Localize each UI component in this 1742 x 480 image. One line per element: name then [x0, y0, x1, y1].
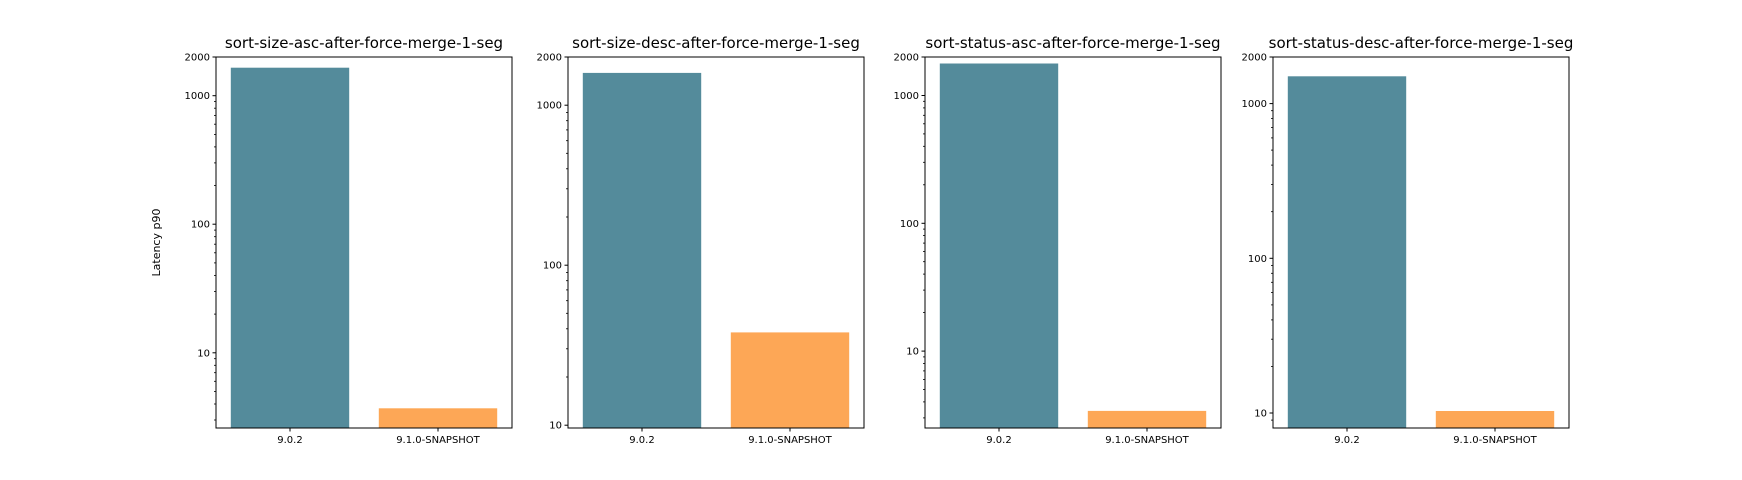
- chart-title: sort-status-asc-after-force-merge-1-seg: [925, 34, 1220, 52]
- y-tick-label: 1000: [1242, 99, 1267, 110]
- x-tick-label: 9.1.0-SNAPSHOT: [1453, 435, 1537, 446]
- y-tick-label: 100: [543, 261, 562, 272]
- bar-chart-svg: sort-size-desc-after-force-merge-1-seg 9.…: [537, 34, 865, 446]
- bar-9.1.0-SNAPSHOT: [730, 332, 850, 428]
- bar-9.1.0-SNAPSHOT: [378, 408, 498, 428]
- y-tick-label: 1000: [894, 91, 919, 102]
- y-tick-label: 2000: [1242, 53, 1267, 64]
- subplot-sort-status-asc: sort-status-asc-after-force-merge-1-seg 9…: [819, 30, 1239, 468]
- bar-9.0.2: [1287, 76, 1407, 429]
- axes-frame: [215, 56, 513, 429]
- subplot-sort-status-desc: sort-status-desc-after-force-merge-1-seg…: [1167, 30, 1587, 468]
- bar-9.1.0-SNAPSHOT: [1087, 410, 1207, 428]
- y-tick-label: 2000: [185, 53, 210, 64]
- y-tick-label: 2000: [537, 53, 562, 64]
- axes-frame: [924, 56, 1222, 429]
- y-tick-label: 100: [191, 220, 210, 231]
- y-tick-label: 2000: [894, 53, 919, 64]
- x-tick-label: 9.1.0-SNAPSHOT: [748, 435, 832, 446]
- bar-chart-svg: sort-status-desc-after-force-merge-1-seg…: [1242, 34, 1574, 446]
- chart-title: sort-size-asc-after-force-merge-1-seg: [225, 34, 503, 52]
- bar-chart-svg: sort-size-asc-after-force-merge-1-seg 9.0…: [150, 34, 513, 446]
- y-tick-label: 100: [900, 219, 919, 230]
- bar-9.1.0-SNAPSHOT: [1435, 411, 1555, 428]
- y-axis-label: Latency p90: [150, 209, 163, 277]
- y-tick-label: 1000: [537, 101, 562, 112]
- bar-9.0.2: [939, 63, 1059, 428]
- y-tick-label: 10: [906, 347, 919, 358]
- bar-chart-svg: sort-status-asc-after-force-merge-1-seg 9…: [894, 34, 1222, 446]
- y-tick-label: 10: [1254, 409, 1267, 420]
- axes-frame: [567, 56, 865, 429]
- y-tick-label: 1000: [185, 91, 210, 102]
- x-tick-label: 9.0.2: [986, 435, 1011, 446]
- chart-title: sort-status-desc-after-force-merge-1-seg: [1269, 34, 1574, 52]
- y-tick-label: 10: [197, 348, 210, 359]
- bar-9.0.2: [582, 72, 702, 429]
- chart-title: sort-size-desc-after-force-merge-1-seg: [572, 34, 860, 52]
- x-tick-label: 9.1.0-SNAPSHOT: [1105, 435, 1189, 446]
- y-tick-label: 100: [1248, 254, 1267, 265]
- x-tick-label: 9.1.0-SNAPSHOT: [396, 435, 480, 446]
- x-tick-label: 9.0.2: [629, 435, 654, 446]
- bar-9.0.2: [230, 67, 350, 428]
- y-tick-label: 10: [549, 421, 562, 432]
- x-tick-label: 9.0.2: [1334, 435, 1359, 446]
- axes-frame: [1272, 56, 1570, 429]
- subplot-sort-size-asc: sort-size-asc-after-force-merge-1-seg 9.0…: [110, 30, 530, 468]
- x-tick-label: 9.0.2: [277, 435, 302, 446]
- subplot-sort-size-desc: sort-size-desc-after-force-merge-1-seg 9.…: [462, 30, 882, 468]
